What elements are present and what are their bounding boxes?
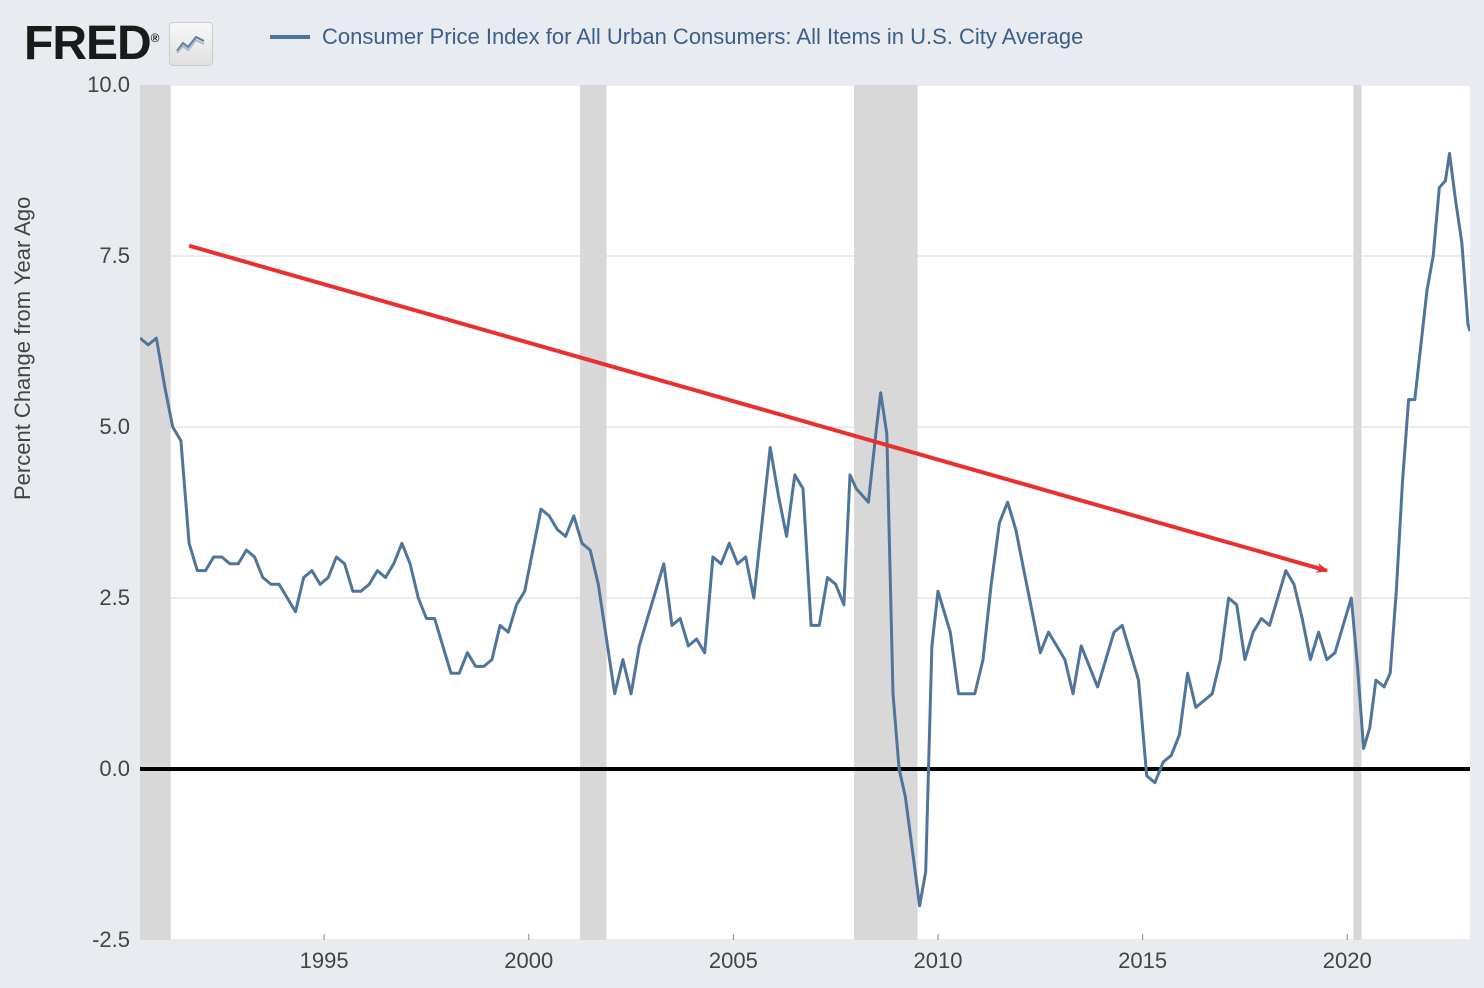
x-tick-label: 2020 <box>1323 948 1372 974</box>
x-tick-label: 2005 <box>709 948 758 974</box>
trend-arrow <box>189 246 1327 571</box>
y-tick-label: 7.5 <box>99 243 130 269</box>
legend-swatch <box>270 35 310 39</box>
y-tick-label: 0.0 <box>99 756 130 782</box>
legend: Consumer Price Index for All Urban Consu… <box>270 24 1083 50</box>
cpi-line <box>140 153 1470 905</box>
y-tick-label: 5.0 <box>99 414 130 440</box>
logo-block: FRED® <box>24 16 213 71</box>
x-tick-label: 2000 <box>504 948 553 974</box>
logo-text: FRED® <box>24 16 159 71</box>
recession-band <box>1353 85 1361 940</box>
recession-band <box>580 85 607 940</box>
x-tick-label: 2015 <box>1118 948 1167 974</box>
chart-svg <box>140 85 1470 940</box>
recession-band <box>140 85 171 940</box>
chart-icon <box>169 22 213 66</box>
y-axis-label: Percent Change from Year Ago <box>10 197 36 500</box>
plot-area <box>140 85 1470 940</box>
y-tick-label: 2.5 <box>99 585 130 611</box>
y-tick-label: -2.5 <box>92 927 130 953</box>
legend-label: Consumer Price Index for All Urban Consu… <box>322 24 1083 50</box>
x-tick-label: 2010 <box>914 948 963 974</box>
y-tick-label: 10.0 <box>87 72 130 98</box>
x-tick-label: 1995 <box>300 948 349 974</box>
